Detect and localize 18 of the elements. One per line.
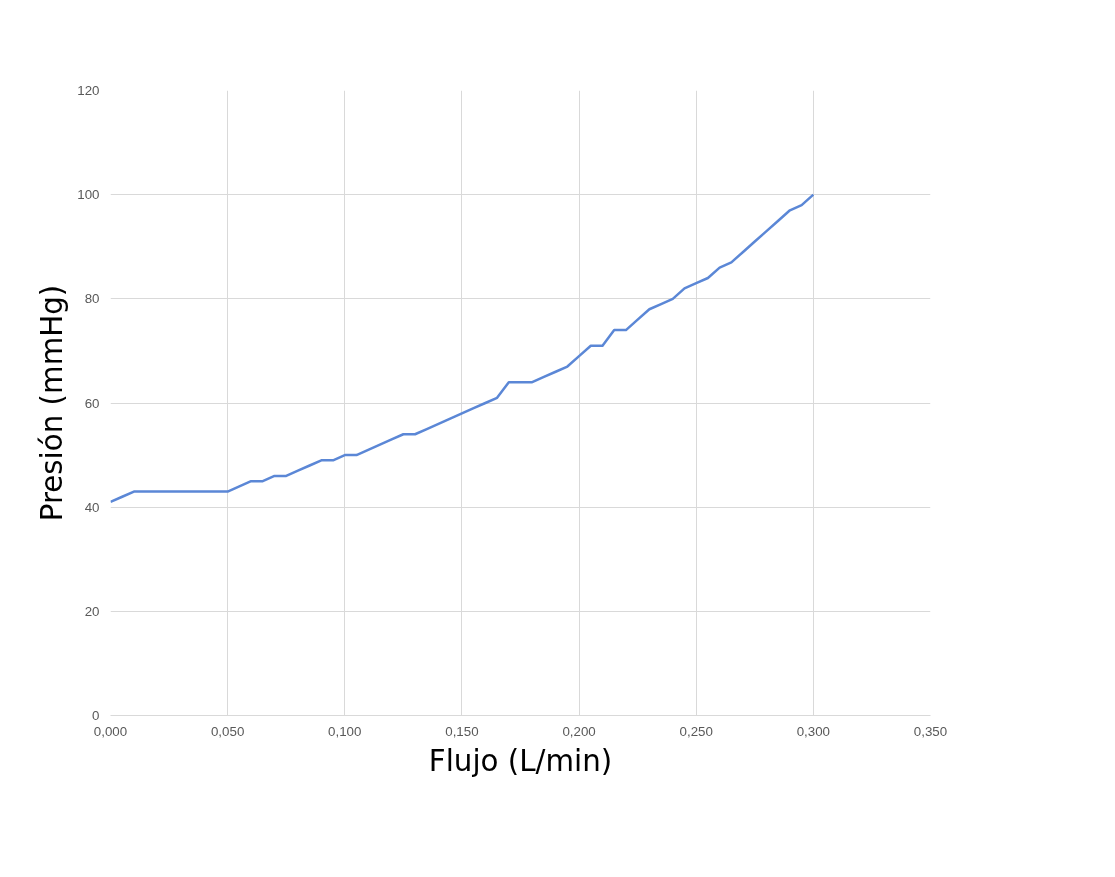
y-tick-label: 20 [84, 603, 100, 619]
x-tick-label: 0,000 [93, 723, 128, 739]
x-tick-label: 0,350 [913, 723, 948, 739]
y-tick-label: 60 [84, 395, 100, 411]
x-tick-label: 0,050 [210, 723, 245, 739]
x-tick-label: 0,150 [445, 723, 479, 739]
line-series [110, 193, 815, 504]
y-tick-label: 0 [92, 708, 100, 723]
y-axis-title: Presión (mmHg) [35, 284, 70, 522]
y-tick-label: 80 [84, 291, 100, 307]
y-tick-label: 40 [84, 499, 100, 515]
x-axis-title: Flujo (L/min) [428, 743, 613, 778]
x-tick-label: 0,100 [328, 723, 362, 739]
y-tick-label: 100 [77, 187, 100, 203]
y-tick-label: 120 [77, 83, 100, 98]
x-tick-label: 0,200 [562, 723, 596, 739]
x-tick-label: 0,250 [679, 723, 713, 739]
x-tick-label: 0,300 [796, 723, 831, 739]
